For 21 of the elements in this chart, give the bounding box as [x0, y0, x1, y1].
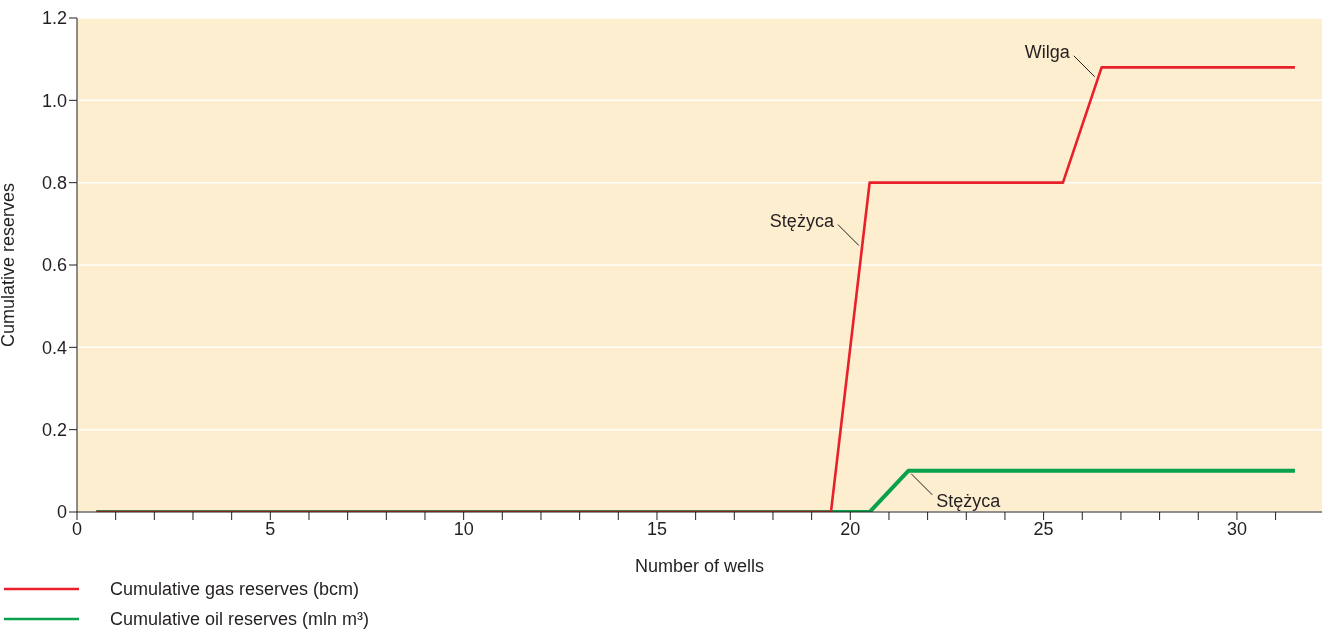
- x-tick-label: 30: [1226, 518, 1247, 539]
- y-axis-title: Cumulative reserves: [0, 182, 19, 348]
- y-tick-label: 0.6: [41, 255, 67, 276]
- y-tick-label: 1.2: [41, 8, 67, 29]
- x-axis-title: Number of wells: [634, 556, 765, 576]
- x-tick-label: 10: [453, 518, 474, 539]
- annotation: Stężyca: [936, 490, 1002, 511]
- x-tick-label: 20: [840, 518, 861, 539]
- annotation: Wilga: [1024, 41, 1071, 62]
- legend-label: Cumulative gas reserves (bcm): [110, 578, 360, 600]
- x-tick-label: 15: [646, 518, 667, 539]
- y-tick-label: 0.8: [41, 173, 67, 194]
- y-tick-label: 0.4: [41, 337, 67, 358]
- x-tick-label: 5: [265, 518, 276, 539]
- x-tick-label: 0: [71, 518, 83, 539]
- y-tick-label: 1.0: [41, 90, 67, 111]
- annotation: Stężyca: [769, 210, 835, 231]
- x-tick-label: 25: [1033, 518, 1054, 539]
- legend-label: Cumulative oil reserves (mln m³): [110, 608, 370, 630]
- y-tick-label: 0: [56, 502, 67, 523]
- y-tick-label: 0.2: [41, 420, 67, 441]
